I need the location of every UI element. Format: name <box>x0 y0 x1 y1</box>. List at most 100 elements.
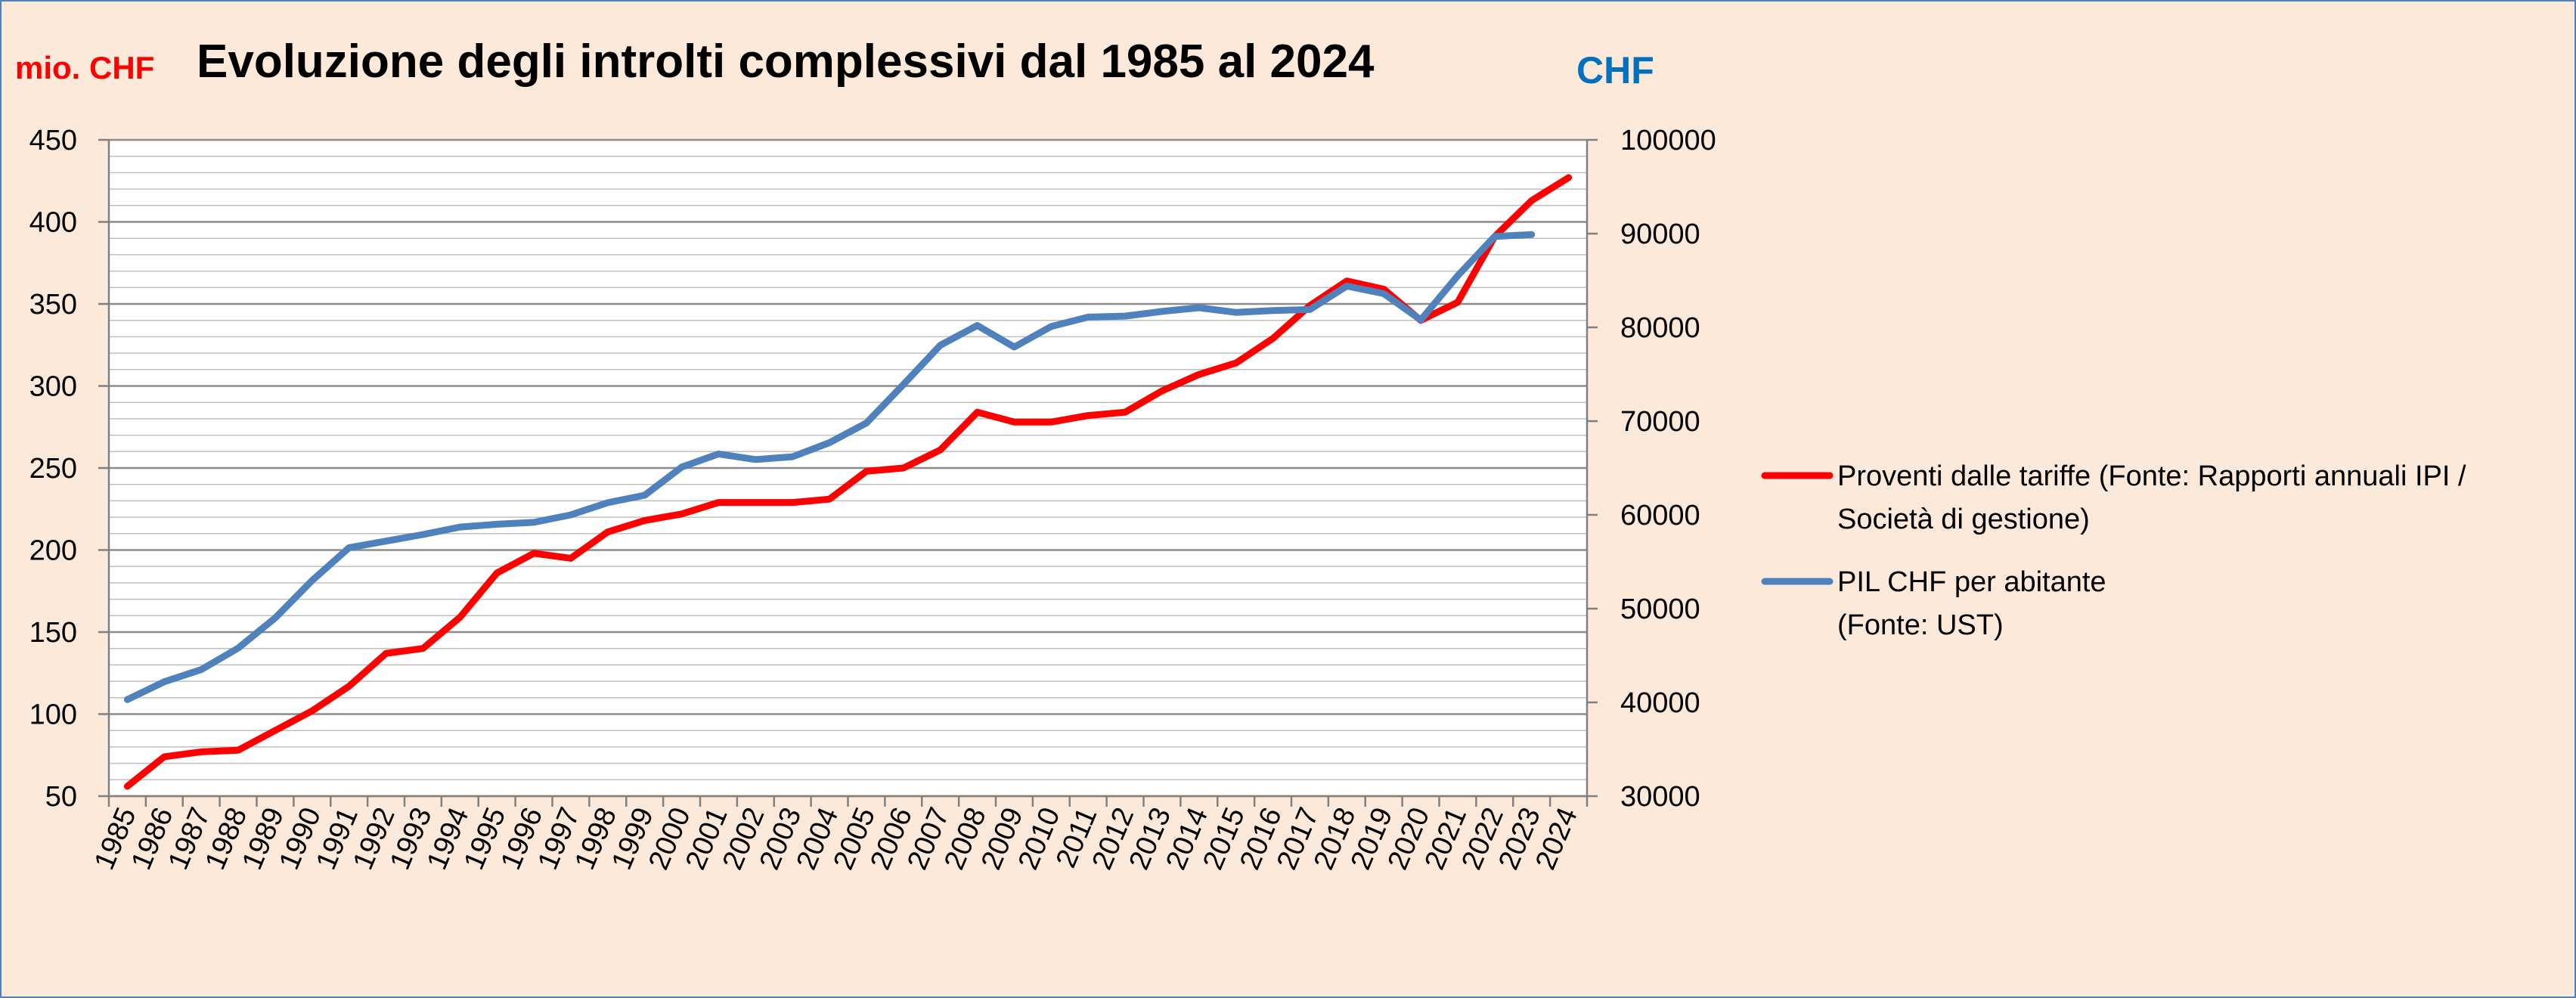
data-point-pil <box>348 547 350 549</box>
data-point-proventi <box>902 467 904 469</box>
data-point-proventi <box>1087 414 1090 417</box>
left-tick-label: 100 <box>29 699 77 731</box>
left-tick-label: 200 <box>29 535 77 567</box>
right-tick-label: 100000 <box>1620 125 1716 157</box>
data-point-pil <box>1530 234 1533 236</box>
data-point-proventi <box>1567 176 1570 178</box>
right-tick-label: 30000 <box>1620 781 1700 813</box>
data-point-proventi <box>680 513 683 515</box>
data-point-proventi <box>1346 280 1348 282</box>
data-point-proventi <box>643 519 646 522</box>
data-point-pil <box>1456 274 1458 277</box>
left-tick-label: 50 <box>45 781 77 813</box>
data-point-pil <box>459 526 461 528</box>
data-point-proventi <box>1272 337 1274 339</box>
data-point-proventi <box>976 411 978 414</box>
legend-label-proventi: Società di gestione) <box>1837 504 2090 535</box>
data-point-pil <box>1272 309 1274 311</box>
data-point-proventi <box>569 557 572 559</box>
data-point-pil <box>1493 235 1496 237</box>
left-tick-label: 150 <box>29 617 77 649</box>
data-point-pil <box>1309 308 1311 311</box>
right-tick-label: 80000 <box>1620 312 1700 344</box>
data-point-pil <box>792 456 794 458</box>
data-point-proventi <box>274 730 276 732</box>
legend: Proventi dalle tariffe (Fonte: Rapporti … <box>1761 460 2466 641</box>
data-point-pil <box>718 453 720 455</box>
data-point-proventi <box>385 652 387 655</box>
data-point-proventi <box>126 785 129 787</box>
data-point-pil <box>902 383 904 386</box>
data-point-proventi <box>792 501 794 504</box>
left-tick-label: 300 <box>29 371 77 403</box>
series-layer <box>123 174 1573 790</box>
data-point-proventi <box>865 470 867 473</box>
data-point-proventi <box>459 616 461 618</box>
right-tick-label: 90000 <box>1620 219 1700 250</box>
legend-label-pil: PIL CHF per abitante <box>1837 566 2106 598</box>
right-axis-unit: CHF <box>1576 49 1654 91</box>
data-point-proventi <box>163 755 166 758</box>
data-point-proventi <box>1050 421 1052 423</box>
data-point-proventi <box>939 449 941 451</box>
data-point-pil <box>829 442 831 444</box>
data-point-pil <box>274 617 276 619</box>
data-point-proventi <box>422 647 424 649</box>
data-point-pil <box>976 324 978 327</box>
data-point-pil <box>496 523 498 525</box>
data-point-proventi <box>237 749 240 752</box>
data-point-pil <box>1383 293 1385 295</box>
data-point-pil <box>200 668 203 671</box>
data-point-pil <box>1235 311 1237 314</box>
data-point-pil <box>865 422 867 424</box>
right-tick-label: 70000 <box>1620 406 1700 438</box>
data-point-pil <box>643 494 646 496</box>
data-point-proventi <box>1235 362 1237 364</box>
data-point-proventi <box>496 572 498 574</box>
data-point-proventi <box>1124 411 1127 414</box>
data-point-pil <box>422 534 424 536</box>
data-point-pil <box>237 647 240 649</box>
right-tick-label: 60000 <box>1620 500 1700 532</box>
data-point-pil <box>1087 316 1090 318</box>
data-point-pil <box>385 540 387 542</box>
data-point-pil <box>569 514 572 516</box>
left-tick-label: 450 <box>29 125 77 157</box>
data-point-pil <box>939 344 941 346</box>
right-tick-label: 50000 <box>1620 594 1700 625</box>
legend-label-proventi: Proventi dalle tariffe (Fonte: Rapporti … <box>1837 460 2466 492</box>
data-point-pil <box>533 521 535 523</box>
data-point-pil <box>606 501 609 504</box>
data-point-pil <box>1124 315 1127 318</box>
data-point-pil <box>680 466 683 468</box>
left-tick-label: 400 <box>29 207 77 239</box>
left-tick-label: 250 <box>29 453 77 485</box>
data-point-pil <box>1161 310 1163 312</box>
data-point-proventi <box>755 501 757 504</box>
chart-title: Evoluzione degli introlti complessivi da… <box>197 36 1375 88</box>
data-point-proventi <box>1013 421 1015 423</box>
data-point-proventi <box>1530 200 1533 202</box>
data-point-pil <box>163 680 166 683</box>
data-point-proventi <box>348 685 350 687</box>
data-point-pil <box>1050 325 1052 327</box>
data-point-pil <box>1013 346 1015 349</box>
data-point-proventi <box>1383 288 1385 290</box>
left-tick-label: 350 <box>29 289 77 321</box>
data-point-pil <box>755 458 757 460</box>
data-point-pil <box>311 579 313 581</box>
data-point-proventi <box>1161 390 1163 392</box>
data-point-proventi <box>311 710 313 712</box>
data-point-proventi <box>533 552 535 554</box>
right-tick-label: 40000 <box>1620 687 1700 719</box>
data-point-pil <box>1420 319 1422 321</box>
data-point-pil <box>126 699 129 701</box>
data-point-proventi <box>829 498 831 501</box>
legend-label-pil: (Fonte: UST) <box>1837 609 2004 641</box>
left-axis-unit: mio. CHF <box>15 50 154 85</box>
grid-layer <box>109 138 1587 798</box>
series-line-proventi <box>123 174 1573 790</box>
data-point-proventi <box>718 501 720 504</box>
